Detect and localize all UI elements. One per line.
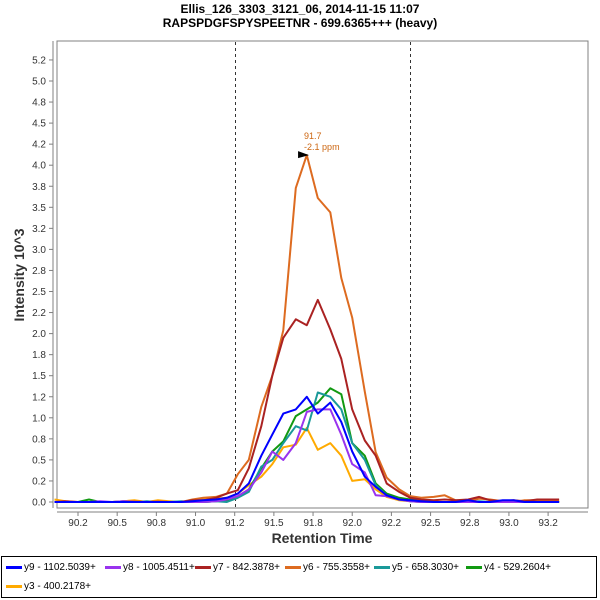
- chart-subtitle: RAPSPDGFSPYSPEETNR - 699.6365+++ (heavy): [162, 16, 438, 30]
- x-tick-label: 90.8: [147, 518, 167, 529]
- y-tick-label: 3.2: [32, 224, 46, 235]
- legend-item: y4 - 529.2604+: [466, 562, 551, 573]
- y-tick-label: 5.2: [32, 55, 46, 66]
- y-tick-label: 5.0: [32, 77, 46, 88]
- y-tick-label: 4.2: [32, 140, 46, 151]
- y-tick-label: 1.5: [32, 371, 46, 382]
- chart-title: Ellis_126_3303_3121_06, 2014-11-15 11:07: [180, 2, 420, 16]
- legend-swatch: [466, 566, 482, 569]
- y-tick-label: 1.2: [32, 392, 46, 403]
- x-ticks: 90.2 90.5 90.8 91.0 91.2 91.5 91.8 92.0 92.2 92.5…: [68, 512, 558, 529]
- x-tick-label: 92.5: [421, 518, 441, 529]
- y-tick-label: 0.5: [32, 455, 46, 466]
- x-tick-label: 93.0: [499, 518, 519, 529]
- y-tick-label: 2.0: [32, 329, 46, 340]
- y-tick-label: 4.5: [32, 119, 46, 130]
- legend-label: y6 - 755.3558+: [303, 562, 370, 573]
- y-tick-label: 3.8: [32, 182, 46, 193]
- x-tick-label: 90.2: [68, 518, 88, 529]
- legend-swatch: [105, 566, 121, 569]
- x-tick-label: 92.0: [342, 518, 362, 529]
- x-tick-label: 91.8: [303, 518, 323, 529]
- peak-annotation-ppm: -2.1 ppm: [304, 142, 340, 152]
- peak-marker-icon: [298, 151, 310, 159]
- x-axis-label: Retention Time: [272, 530, 373, 546]
- y-tick-label: 4.0: [32, 161, 46, 172]
- peak-annotation: 91.7 -2.1 ppm: [298, 131, 340, 159]
- series-line-y9: [54, 395, 560, 503]
- x-tick-label: 92.2: [382, 518, 402, 529]
- y-tick-label: 1.0: [32, 413, 46, 424]
- legend-swatch: [374, 566, 390, 569]
- y-tick-label: 3.5: [32, 203, 46, 214]
- legend-item: y6 - 755.3558+: [285, 562, 370, 573]
- y-tick-label: 0.0: [32, 498, 46, 509]
- y-tick-label: 0.8: [32, 434, 46, 445]
- y-tick-label: 2.5: [32, 287, 46, 298]
- legend-item: y3 - 400.2178+: [6, 581, 91, 592]
- legend-label: y7 - 842.3878+: [213, 562, 280, 573]
- x-tick-label: 90.5: [107, 518, 127, 529]
- legend-label: y5 - 658.3030+: [392, 562, 459, 573]
- y-tick-label: 2.8: [32, 266, 46, 277]
- legend-label: y3 - 400.2178+: [24, 581, 91, 592]
- peak-annotation-rt: 91.7: [304, 131, 322, 141]
- legend-label: y9 - 1102.5039+: [24, 562, 96, 573]
- x-tick-label: 91.5: [264, 518, 284, 529]
- x-tick-label: 91.2: [225, 518, 245, 529]
- legend-item: y7 - 842.3878+: [195, 562, 280, 573]
- legend-swatch: [195, 566, 211, 569]
- y-tick-label: 0.2: [32, 476, 46, 487]
- plot-frame: [56, 40, 589, 509]
- y-ticks: 0.0 0.2 0.5 0.8 1.0 1.2 1.5 1.8 2.0 2.2 2.5 2.8 3.0 3…: [32, 55, 53, 509]
- legend-item: y9 - 1102.5039+: [6, 562, 96, 573]
- legend-swatch: [6, 585, 22, 588]
- x-tick-label: 91.0: [186, 518, 206, 529]
- y-tick-label: 4.8: [32, 98, 46, 109]
- legend-item: y8 - 1005.4511+: [105, 562, 195, 573]
- legend-label: y4 - 529.2604+: [484, 562, 551, 573]
- x-tick-label: 92.8: [460, 518, 480, 529]
- series-lines: [54, 154, 560, 503]
- legend-swatch: [6, 566, 22, 569]
- legend-item: y5 - 658.3030+: [374, 562, 459, 573]
- y-tick-label: 3.0: [32, 245, 46, 256]
- legend-swatch: [285, 566, 301, 569]
- y-tick-label: 1.8: [32, 350, 46, 361]
- legend: y9 - 1102.5039+ y8 - 1005.4511+ y7 - 842.3…: [1, 556, 597, 598]
- legend-label: y8 - 1005.4511+: [123, 562, 195, 573]
- chromatogram-plot: 0.0 0.2 0.5 0.8 1.0 1.2 1.5 1.8 2.0 2.2 2.5 2.8 3.0 3…: [11, 40, 589, 546]
- x-tick-label: 93.2: [538, 518, 558, 529]
- y-axis-label: Intensity 10^3: [11, 228, 27, 321]
- y-tick-label: 2.2: [32, 308, 46, 319]
